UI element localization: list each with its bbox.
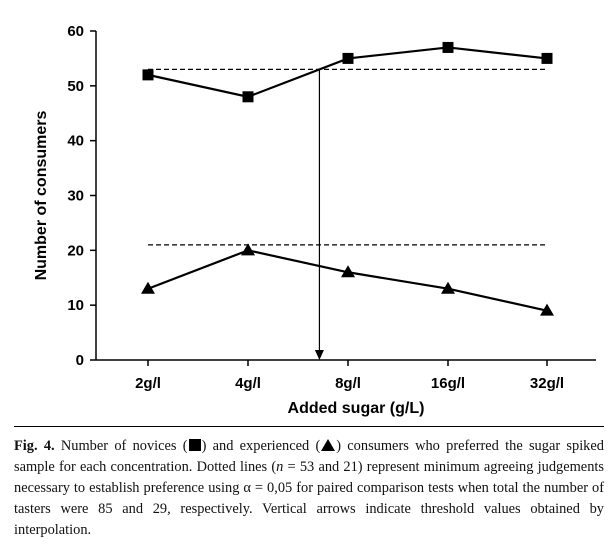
- chart: 0 10 20 30 40 50 60 2g/l 4g/l 8g/l 16g/l 32g/l Add…: [33, 23, 596, 417]
- caption-text-1: Number of novices (: [54, 438, 188, 454]
- y-tick-label: 50: [67, 78, 84, 95]
- caption-text-2: ) and experienced (: [201, 438, 321, 454]
- y-tick-label: 0: [76, 352, 84, 369]
- x-tick-label: 4g/l: [235, 375, 261, 392]
- data-point-triangle: [540, 303, 554, 316]
- caption-n-symbol: n: [276, 459, 284, 475]
- data-point-triangle: [341, 265, 355, 278]
- y-tick-label: 40: [67, 133, 84, 150]
- y-tick-label: 30: [67, 188, 84, 205]
- data-point-square: [142, 69, 154, 81]
- series-line: [147, 249, 548, 312]
- x-tick-label: 32g/l: [530, 375, 564, 392]
- data-point-triangle: [441, 281, 455, 294]
- triangle-marker-icon: [321, 439, 336, 451]
- y-axis-title: Number of consumers: [33, 110, 50, 280]
- figure-caption: Fig. 4. Number of novices ( ) and experie…: [14, 436, 604, 541]
- data-point-triangle: [241, 243, 255, 256]
- x-tick-label: 2g/l: [135, 375, 161, 392]
- x-axis-title: Added sugar (g/L): [288, 400, 425, 417]
- data-point-square: [541, 52, 553, 64]
- caption-text-3: ) consumers who preferred the sugar spik…: [14, 438, 604, 475]
- threshold-lines: [148, 68, 548, 246]
- x-tick-label: 8g/l: [335, 375, 361, 392]
- arrow-head-icon: [314, 350, 324, 360]
- y-tick-label: 60: [67, 23, 84, 40]
- y-tick-label: 10: [67, 297, 84, 314]
- y-axis-ticks: 0 10 20 30 40 50 60: [67, 23, 96, 369]
- y-tick-label: 20: [67, 242, 84, 259]
- caption-fig-label: Fig. 4.: [14, 438, 55, 454]
- x-tick-label: 16g/l: [431, 375, 465, 392]
- x-axis-ticks: 2g/l 4g/l 8g/l 16g/l 32g/l: [135, 360, 564, 392]
- series-group: [141, 41, 554, 316]
- square-marker-icon: [188, 439, 201, 451]
- data-point-square: [342, 52, 354, 64]
- caption-divider: [14, 426, 604, 427]
- data-point-square: [242, 91, 254, 103]
- caption-text-4: = 53 and 21) represent minimum agreeing …: [14, 459, 604, 538]
- interpolation-arrow: [314, 69, 324, 360]
- data-point-square: [442, 41, 454, 53]
- data-point-triangle: [141, 281, 155, 294]
